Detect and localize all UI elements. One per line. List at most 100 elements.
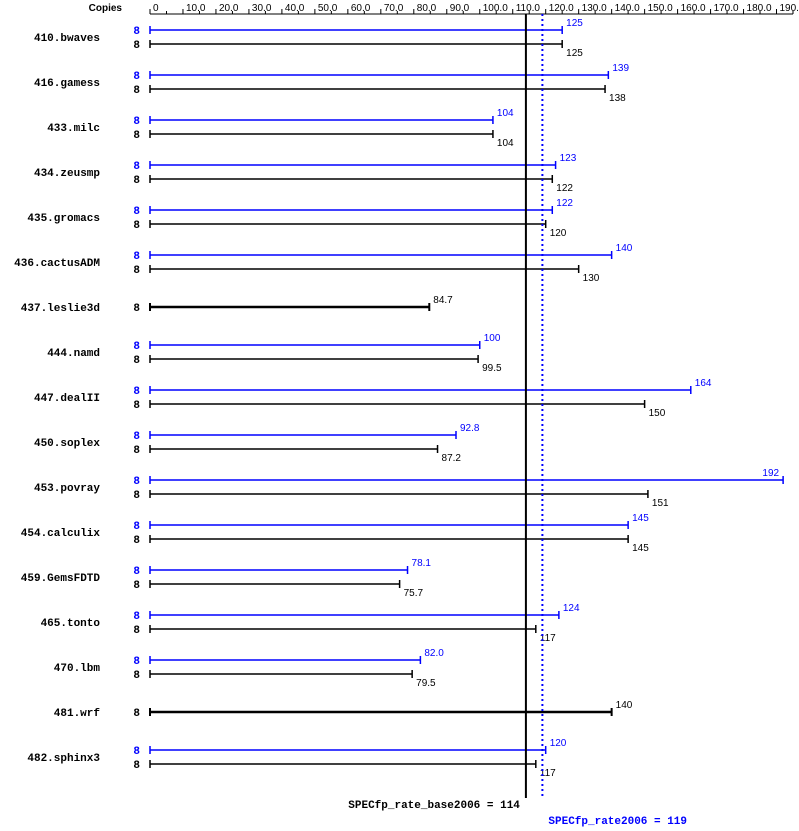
axis-tick-label: 150.0: [648, 3, 673, 14]
peak-value: 122: [556, 198, 573, 209]
copies-base: 8: [133, 400, 140, 412]
axis-tick-label: 160.0: [681, 3, 706, 14]
copies-peak: 8: [133, 746, 140, 758]
copies-header: Copies: [89, 3, 123, 14]
axis-tick-label: 40.0: [285, 3, 305, 14]
peak-value: 164: [695, 378, 712, 389]
copies-base: 8: [133, 220, 140, 232]
peak-value: 120: [550, 738, 567, 749]
copies-base: 8: [133, 708, 140, 720]
copies-base: 8: [133, 580, 140, 592]
copies-base: 8: [133, 670, 140, 682]
base-value: 122: [556, 183, 573, 194]
axis-tick-label: 30.0: [252, 3, 272, 14]
benchmark-name: 434.zeusmp: [34, 168, 100, 180]
summary-base: SPECfp_rate_base2006 = 114: [348, 800, 520, 812]
peak-value: 100: [484, 333, 501, 344]
benchmark-name: 447.dealII: [34, 393, 100, 405]
peak-value: 140: [616, 243, 633, 254]
copies-peak: 8: [133, 521, 140, 533]
copies-peak: 8: [133, 656, 140, 668]
benchmark-name: 444.namd: [47, 348, 100, 360]
axis-tick-label: 20.0: [219, 3, 239, 14]
benchmark-name: 433.milc: [47, 123, 100, 135]
copies-peak: 8: [133, 116, 140, 128]
axis-tick-label: 190.0: [780, 3, 799, 14]
peak-value: 82.0: [424, 648, 444, 659]
benchmark-name: 470.lbm: [54, 663, 101, 675]
peak-value: 192: [762, 468, 779, 479]
axis-tick-label: 60.0: [351, 3, 371, 14]
base-value: 130: [583, 273, 600, 284]
copies-peak: 8: [133, 431, 140, 443]
peak-value: 125: [566, 18, 583, 29]
base-value: 150: [649, 408, 666, 419]
base-value: 104: [497, 138, 514, 149]
copies-peak: 8: [133, 611, 140, 623]
base-value: 99.5: [482, 363, 502, 374]
benchmark-name: 481.wrf: [54, 708, 101, 720]
copies-base: 8: [133, 535, 140, 547]
copies-peak: 8: [133, 251, 140, 263]
copies-peak: 8: [133, 71, 140, 83]
axis-tick-label: 110.0: [516, 3, 541, 14]
copies-base: 8: [133, 130, 140, 142]
benchmark-name: 450.soplex: [34, 438, 100, 450]
base-value: 125: [566, 48, 583, 59]
benchmark-name: 482.sphinx3: [27, 753, 100, 765]
axis-tick-label: 130.0: [582, 3, 607, 14]
peak-value: 124: [563, 603, 580, 614]
copies-base: 8: [133, 355, 140, 367]
axis-tick-label: 0: [153, 3, 159, 14]
benchmark-name: 454.calculix: [21, 528, 101, 540]
benchmark-name: 465.tonto: [41, 618, 101, 630]
base-value: 138: [609, 93, 626, 104]
axis-tick-label: 70.0: [384, 3, 404, 14]
copies-peak: 8: [133, 386, 140, 398]
peak-value: 123: [560, 153, 577, 164]
copies-peak: 8: [133, 161, 140, 173]
copies-peak: 8: [133, 341, 140, 353]
chart-background: [0, 0, 799, 831]
base-value: 140: [616, 700, 633, 711]
copies-base: 8: [133, 175, 140, 187]
copies-base: 8: [133, 760, 140, 772]
copies-peak: 8: [133, 566, 140, 578]
copies-base: 8: [133, 265, 140, 277]
benchmark-name: 453.povray: [34, 483, 100, 495]
copies-base: 8: [133, 445, 140, 457]
copies-base: 8: [133, 40, 140, 52]
axis-tick-label: 80.0: [417, 3, 437, 14]
copies-base: 8: [133, 490, 140, 502]
benchmark-name: 416.gamess: [34, 78, 100, 90]
copies-base: 8: [133, 625, 140, 637]
base-value: 84.7: [433, 295, 453, 306]
base-value: 75.7: [404, 588, 424, 599]
base-value: 151: [652, 498, 669, 509]
benchmark-name: 437.leslie3d: [21, 303, 100, 315]
benchmark-name: 459.GemsFDTD: [21, 573, 101, 585]
base-value: 79.5: [416, 678, 436, 689]
axis-tick-label: 100.0: [483, 3, 508, 14]
benchmark-name: 435.gromacs: [27, 213, 100, 225]
specfp-rate-chart: Copies 0 10.0 20.0 30.0 40.0 50.0 60.0 70.0 80.0 9…: [0, 0, 799, 831]
axis-tick-label: 10.0: [186, 3, 206, 14]
peak-value: 92.8: [460, 423, 480, 434]
copies-peak: 8: [133, 476, 140, 488]
base-value: 120: [550, 228, 567, 239]
axis-tick-label: 180.0: [747, 3, 772, 14]
copies-peak: 8: [133, 206, 140, 218]
base-value: 87.2: [442, 453, 462, 464]
axis-tick-label: 120.0: [549, 3, 574, 14]
axis-tick-label: 170.0: [714, 3, 739, 14]
copies-peak: 8: [133, 26, 140, 38]
axis-tick-label: 50.0: [318, 3, 338, 14]
summary-peak: SPECfp_rate2006 = 119: [548, 816, 687, 828]
base-value: 145: [632, 543, 649, 554]
peak-value: 145: [632, 513, 649, 524]
axis-tick-label: 140.0: [615, 3, 640, 14]
benchmark-name: 436.cactusADM: [14, 258, 100, 270]
copies-base: 8: [133, 303, 140, 315]
copies-base: 8: [133, 85, 140, 97]
peak-value: 104: [497, 108, 514, 119]
